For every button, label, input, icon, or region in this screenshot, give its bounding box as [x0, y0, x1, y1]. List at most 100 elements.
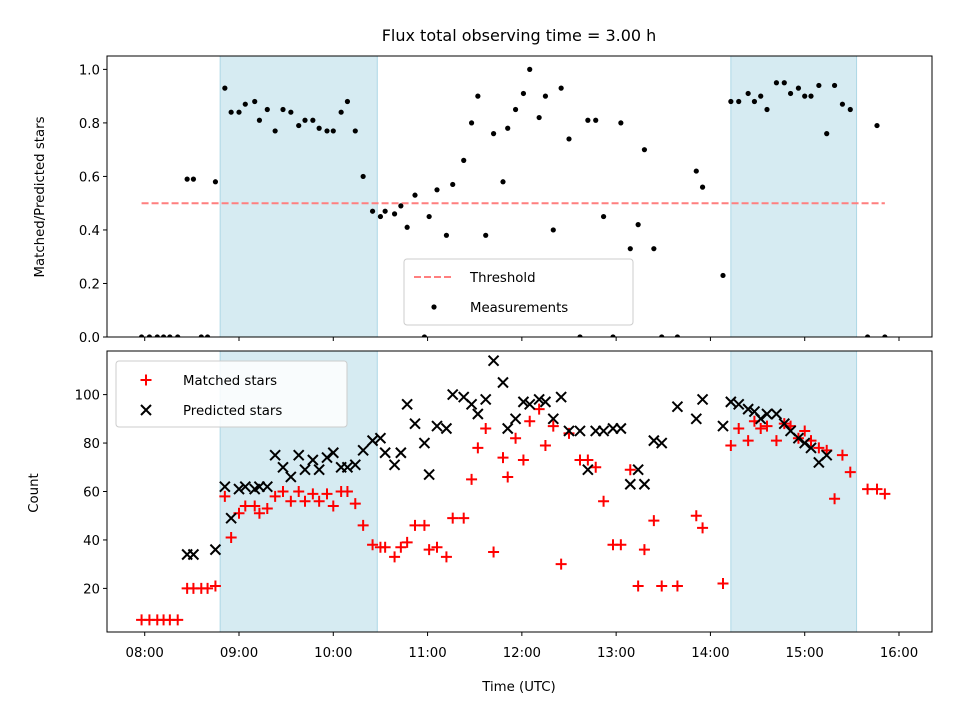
count-panel: 20 40 60 80 100 08:00 09:00 10:00 11:00 12:00 13:0… [75, 350, 933, 661]
measurement-point [781, 80, 787, 86]
predicted-point [327, 447, 339, 459]
measurement-point [566, 136, 572, 142]
measurement-point [398, 203, 404, 209]
predicted-point [209, 543, 222, 556]
legend-predicted-swatch [140, 404, 152, 416]
predicted-point [357, 444, 369, 457]
matched-point [871, 483, 883, 495]
measurement-point [175, 334, 181, 337]
measurement-point [167, 334, 173, 337]
measurement-point [468, 120, 475, 126]
matched-point [488, 546, 500, 558]
measurement-point [421, 334, 428, 337]
predicted-point [487, 354, 500, 367]
matched-point [502, 471, 514, 483]
measurement-point [593, 117, 599, 123]
predicted-point [539, 396, 552, 408]
matched-point [209, 580, 221, 592]
measurement-point [280, 106, 286, 113]
matched-point [277, 486, 289, 497]
matched-point [533, 403, 545, 415]
predicted-point [671, 401, 684, 413]
measurement-point [527, 66, 533, 72]
predicted-point [733, 398, 745, 411]
x-tick-label: 14:00 [691, 646, 729, 661]
measurement-point [550, 227, 556, 233]
matched-point [327, 500, 339, 512]
predicted-point [761, 408, 773, 420]
measurement-point [874, 122, 880, 129]
legend-box [115, 360, 348, 428]
measurement-point [720, 272, 726, 279]
measurement-point [138, 334, 145, 337]
bottom-y-axis-label: Count [27, 473, 42, 513]
matched-point [517, 454, 529, 466]
predicted-point [517, 396, 530, 408]
measurement-point [745, 90, 751, 97]
x-tick-label: 10:00 [314, 646, 352, 661]
measurement-point [475, 93, 481, 99]
measurement-point [412, 192, 418, 198]
measurement-point [204, 334, 211, 337]
top-y-tick-label: 0.8 [79, 117, 100, 132]
measurement-point [500, 179, 506, 185]
top-shaded-interval [730, 55, 858, 338]
measurement-point [160, 334, 167, 337]
legend-measurements-swatch [431, 304, 437, 310]
matched-point [755, 423, 767, 435]
matched-point [733, 423, 745, 435]
measurement-point [736, 98, 742, 105]
matched-point [656, 580, 668, 592]
matched-point [341, 486, 353, 497]
measurement-point [450, 181, 456, 188]
measurement-point [882, 334, 888, 337]
matched-point [624, 464, 636, 476]
matched-point [172, 614, 184, 626]
matched-point [671, 580, 683, 592]
predicted-point [409, 417, 421, 430]
top-axes-frame [106, 55, 933, 338]
predicted-point [440, 422, 453, 435]
measurement-point [296, 122, 302, 129]
matched-point [615, 539, 627, 551]
matched-point [862, 483, 874, 495]
measurement-point [324, 128, 330, 134]
predicted-point [395, 447, 407, 459]
matched-point [357, 519, 369, 531]
measurement-point [426, 213, 432, 220]
predicted-point [349, 459, 361, 471]
measurement-point [198, 334, 204, 337]
matched-point [697, 522, 709, 534]
measurement-point [404, 224, 410, 230]
matched-point [829, 493, 841, 505]
measurement-point [222, 85, 228, 91]
predicted-point [555, 391, 567, 403]
matched-point [299, 495, 311, 507]
matched-point [249, 500, 261, 512]
predicted-point [524, 398, 536, 411]
measurement-point [764, 106, 770, 113]
measurement-point [483, 232, 489, 238]
predicted-point [447, 388, 459, 401]
predicted-point [792, 432, 805, 444]
measurement-point [252, 98, 258, 105]
measurement-point [264, 106, 270, 113]
predicted-point [321, 451, 333, 464]
predicted-point [799, 437, 811, 449]
matched-point [547, 420, 559, 432]
measurement-point [773, 80, 780, 86]
bottom-y-tick-label: 60 [83, 486, 100, 501]
measurement-point [795, 85, 802, 91]
predicted-point [821, 449, 833, 461]
bottom-y-tick-label: 40 [83, 534, 100, 549]
predicted-point [805, 442, 817, 454]
top-y-axis-label: Matched/Predicted stars [33, 116, 48, 277]
matched-point [293, 486, 305, 497]
measurement-point [434, 187, 440, 193]
legend-measurements-label: Measurements [470, 301, 568, 316]
predicted-point [742, 403, 754, 415]
measurement-point [212, 179, 219, 185]
matched-point [725, 439, 737, 451]
predicted-point [307, 454, 319, 466]
measurement-point [585, 117, 591, 123]
